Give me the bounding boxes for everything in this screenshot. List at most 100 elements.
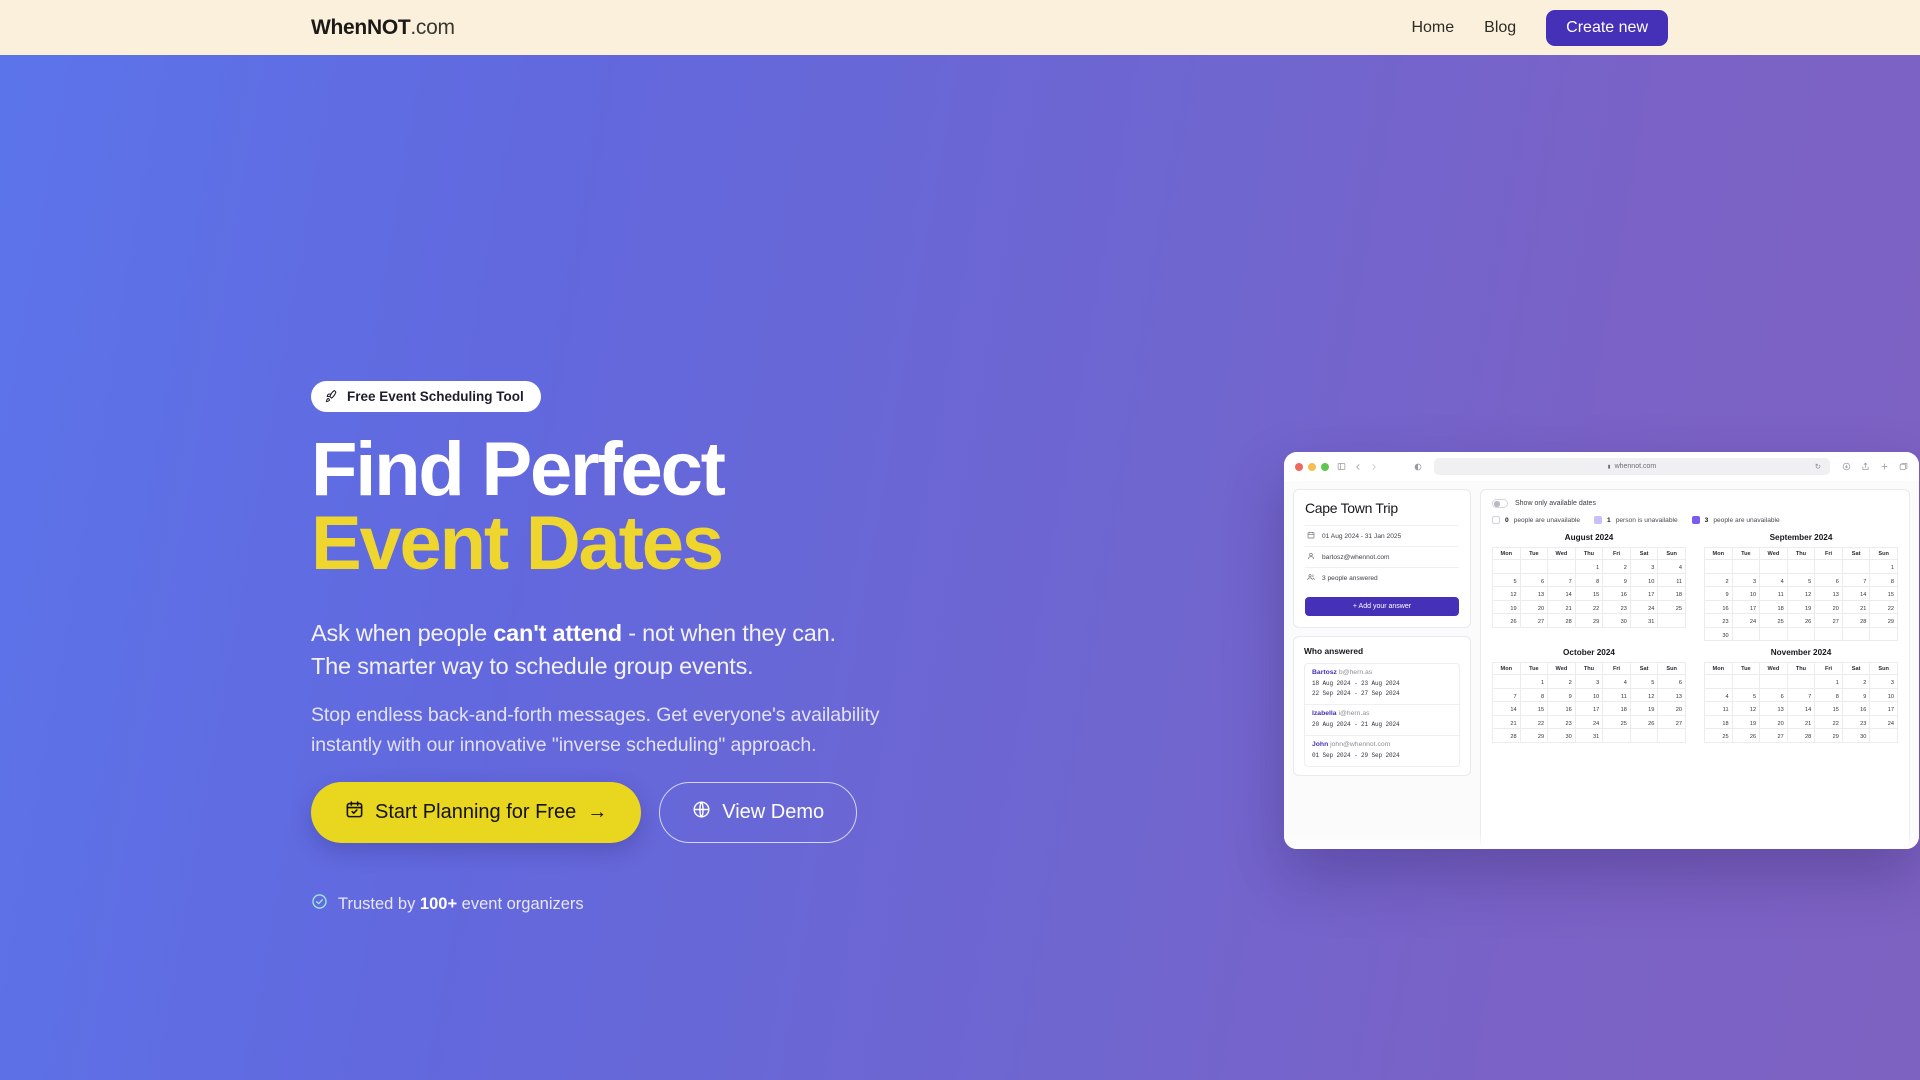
nav-link-blog[interactable]: Blog [1484,18,1517,36]
downloads-icon[interactable] [1842,462,1851,471]
calendar-day-cell[interactable]: 20 [1759,714,1788,730]
calendar-day-cell[interactable]: 3 [1731,572,1761,588]
calendar-day-cell[interactable]: 29 [1574,613,1604,628]
calendar-day-cell[interactable]: 28 [1841,613,1871,628]
calendar-day-cell[interactable]: 30 [1704,626,1733,642]
calendar-day-cell[interactable]: 25 [1602,714,1631,730]
tab-overview-icon[interactable] [1899,462,1908,471]
calendar-day-cell[interactable]: 18 [1759,599,1788,615]
calendar-day-cell[interactable]: 12 [1786,586,1816,601]
calendar-day-cell[interactable]: 14 [1786,701,1816,716]
calendar-day-cell[interactable]: 17 [1869,701,1898,716]
calendar-day-cell[interactable]: 13 [1814,586,1843,601]
calendar-day-cell[interactable]: 6 [1657,674,1686,689]
calendar-day-cell[interactable]: 23 [1704,613,1733,628]
add-your-answer-button[interactable]: + Add your answer [1305,597,1459,616]
calendar-day-cell[interactable]: 12 [1629,687,1659,703]
calendar-day-cell[interactable]: 17 [1731,599,1761,615]
calendar-day-cell[interactable]: 3 [1574,674,1604,689]
calendar-day-cell[interactable]: 27 [1657,714,1686,730]
calendar-day-cell[interactable]: 2 [1704,572,1733,588]
nav-link-home[interactable]: Home [1411,18,1455,36]
calendar-day-cell[interactable]: 28 [1786,728,1816,743]
forward-arrow-icon[interactable] [1370,463,1378,471]
calendar-day-cell[interactable]: 15 [1814,701,1843,716]
calendar-day-cell[interactable]: 19 [1731,714,1761,730]
calendar-day-cell[interactable]: 4 [1704,687,1733,703]
calendar-day-cell[interactable]: 10 [1574,687,1604,703]
calendar-day-cell[interactable]: 27 [1519,613,1549,628]
calendar-day-cell[interactable]: 16 [1704,599,1733,615]
calendar-day-cell[interactable]: 6 [1519,572,1549,588]
calendar-day-cell[interactable]: 4 [1657,559,1686,574]
calendar-day-cell[interactable]: 21 [1492,714,1521,730]
calendar-day-cell[interactable]: 8 [1519,687,1549,703]
calendar-day-cell[interactable]: 14 [1841,586,1871,601]
calendar-day-cell[interactable]: 10 [1869,687,1898,703]
calendar-day-cell[interactable]: 27 [1759,728,1788,743]
calendar-day-cell[interactable]: 25 [1704,728,1733,743]
calendar-day-cell[interactable]: 15 [1519,701,1549,716]
calendar-day-cell[interactable]: 24 [1629,599,1659,615]
calendar-day-cell[interactable]: 20 [1519,599,1549,615]
calendar-day-cell[interactable]: 2 [1602,559,1631,574]
new-tab-icon[interactable] [1880,462,1889,471]
calendar-day-cell[interactable]: 4 [1602,674,1631,689]
calendar-day-cell[interactable]: 21 [1547,599,1576,615]
calendar-day-cell[interactable]: 8 [1574,572,1604,588]
calendar-day-cell[interactable]: 18 [1704,714,1733,730]
calendar-day-cell[interactable]: 29 [1814,728,1843,743]
calendar-day-cell[interactable]: 9 [1547,687,1576,703]
calendar-day-cell[interactable]: 13 [1759,701,1788,716]
calendar-day-cell[interactable]: 30 [1841,728,1871,743]
calendar-day-cell[interactable]: 25 [1759,613,1788,628]
calendar-day-cell[interactable]: 17 [1574,701,1604,716]
calendar-day-cell[interactable]: 5 [1492,572,1521,588]
calendar-day-cell[interactable]: 9 [1602,572,1631,588]
calendar-day-cell[interactable]: 22 [1519,714,1549,730]
calendar-day-cell[interactable]: 9 [1704,586,1733,601]
view-demo-button[interactable]: View Demo [659,782,858,843]
address-bar[interactable]: ▮ whennot.com ↻ [1434,458,1830,475]
calendar-day-cell[interactable]: 11 [1657,572,1686,588]
calendar-day-cell[interactable]: 2 [1841,674,1871,689]
calendar-day-cell[interactable]: 16 [1547,701,1576,716]
calendar-day-cell[interactable]: 3 [1629,559,1659,574]
start-planning-button[interactable]: Start Planning for Free → [311,782,642,843]
calendar-day-cell[interactable]: 25 [1657,599,1686,615]
calendar-day-cell[interactable]: 18 [1602,701,1631,716]
calendar-day-cell[interactable]: 14 [1547,586,1576,601]
calendar-day-cell[interactable]: 10 [1629,572,1659,588]
calendar-day-cell[interactable]: 13 [1657,687,1686,703]
calendar-day-cell[interactable]: 26 [1731,728,1761,743]
calendar-day-cell[interactable]: 5 [1629,674,1659,689]
calendar-day-cell[interactable]: 1 [1869,559,1898,574]
calendar-day-cell[interactable]: 23 [1547,714,1576,730]
show-available-toggle[interactable] [1492,499,1508,508]
sidebar-toggle-icon[interactable] [1337,462,1346,471]
calendar-day-cell[interactable]: 9 [1841,687,1871,703]
calendar-day-cell[interactable]: 15 [1869,586,1898,601]
calendar-day-cell[interactable]: 19 [1629,701,1659,716]
calendar-day-cell[interactable]: 26 [1786,613,1816,628]
calendar-day-cell[interactable]: 19 [1492,599,1521,615]
calendar-day-cell[interactable]: 24 [1869,714,1898,730]
calendar-day-cell[interactable]: 2 [1547,674,1576,689]
calendar-day-cell[interactable]: 26 [1492,613,1521,628]
calendar-day-cell[interactable]: 3 [1869,674,1898,689]
calendar-day-cell[interactable]: 22 [1574,599,1604,615]
calendar-day-cell[interactable]: 30 [1602,613,1631,628]
calendar-day-cell[interactable]: 7 [1786,687,1816,703]
create-new-button[interactable]: Create new [1546,9,1668,46]
reader-mode-icon[interactable] [1414,463,1422,471]
calendar-day-cell[interactable]: 13 [1519,586,1549,601]
back-arrow-icon[interactable] [1354,463,1362,471]
calendar-day-cell[interactable]: 6 [1814,572,1843,588]
calendar-day-cell[interactable]: 20 [1657,701,1686,716]
calendar-day-cell[interactable]: 20 [1814,599,1843,615]
calendar-day-cell[interactable]: 28 [1547,613,1576,628]
calendar-day-cell[interactable]: 15 [1574,586,1604,601]
calendar-day-cell[interactable]: 21 [1841,599,1871,615]
reload-icon[interactable]: ↻ [1814,462,1821,471]
calendar-day-cell[interactable]: 23 [1602,599,1631,615]
